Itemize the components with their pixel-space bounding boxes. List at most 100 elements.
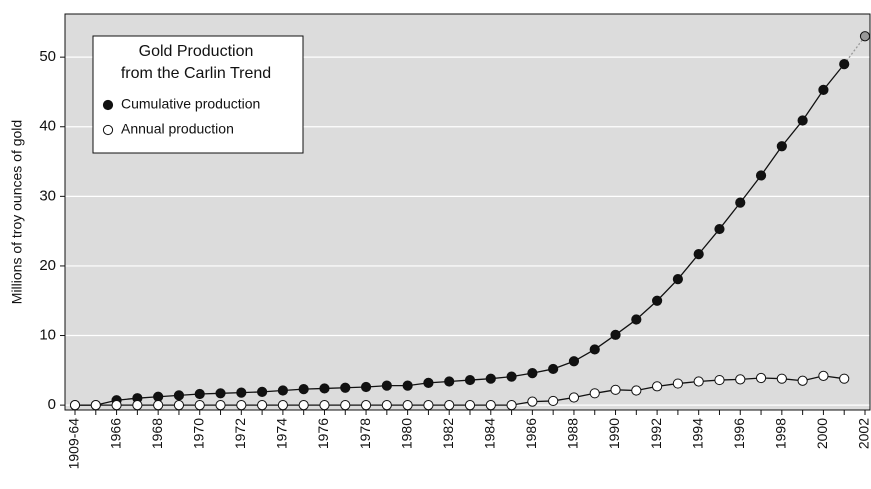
data-point — [776, 373, 787, 384]
data-point — [485, 400, 496, 411]
data-point — [714, 223, 725, 235]
x-tick-label: 1998 — [773, 418, 789, 449]
data-point — [839, 59, 850, 70]
data-point — [610, 329, 621, 340]
legend-title: from the Carlin Trend — [121, 65, 271, 82]
data-point — [257, 386, 268, 398]
data-point — [360, 400, 372, 411]
data-point — [797, 115, 808, 126]
data-point — [506, 371, 517, 382]
x-tick-label: 1972 — [232, 418, 248, 449]
x-tick-label: 1909-64 — [66, 418, 82, 470]
legend-marker — [102, 99, 114, 111]
data-point — [818, 370, 829, 381]
x-tick-label: 1992 — [648, 418, 664, 449]
data-point — [69, 400, 81, 411]
data-point — [506, 400, 517, 411]
x-tick-label: 1996 — [731, 418, 747, 449]
x-tick-label: 1978 — [357, 418, 373, 449]
data-point — [423, 377, 434, 388]
data-point — [776, 141, 787, 152]
legend-label: Annual production — [121, 121, 234, 137]
x-tick-label: 1980 — [398, 418, 414, 449]
data-point — [90, 400, 101, 411]
data-point — [111, 400, 122, 411]
x-tick-label: 1994 — [689, 418, 705, 449]
data-point — [839, 373, 850, 384]
data-point — [631, 385, 642, 396]
data-point — [257, 400, 268, 411]
y-tick-label: 0 — [48, 396, 56, 413]
legend-marker — [102, 124, 114, 136]
data-point — [340, 382, 351, 393]
data-point — [589, 344, 600, 355]
x-tick-label: 1966 — [107, 418, 123, 449]
data-point — [714, 374, 725, 386]
data-point — [610, 384, 621, 395]
data-point — [381, 400, 392, 411]
data-point — [360, 381, 372, 393]
y-tick-label: 20 — [39, 257, 56, 274]
data-point — [859, 31, 871, 42]
data-point — [464, 400, 476, 411]
data-point — [277, 385, 288, 396]
data-point — [319, 400, 330, 411]
data-point — [423, 400, 434, 411]
data-point — [298, 384, 309, 395]
data-point — [797, 375, 808, 386]
data-point — [755, 170, 767, 181]
plot-frame — [64, 13, 871, 411]
data-point — [132, 400, 143, 411]
data-point — [568, 356, 580, 367]
data-point — [631, 314, 642, 325]
data-point — [381, 380, 392, 391]
data-point — [153, 400, 164, 411]
data-point — [277, 400, 288, 411]
x-tick-label: 2000 — [814, 418, 830, 449]
data-point — [693, 249, 704, 260]
legend-title: Gold Production — [139, 43, 254, 60]
legend-box — [92, 35, 304, 154]
x-tick-label: 1976 — [315, 418, 331, 449]
data-point — [173, 390, 185, 401]
x-tick-label: 1970 — [190, 418, 206, 449]
data-point — [755, 372, 767, 384]
x-tick-label: 2002 — [856, 418, 871, 449]
data-point — [652, 295, 663, 306]
data-point — [340, 400, 351, 411]
x-tick-label: 1986 — [523, 418, 539, 449]
data-point — [153, 391, 164, 402]
data-point — [527, 368, 538, 379]
data-point — [672, 378, 683, 389]
data-point — [548, 363, 559, 375]
x-tick-label: 1968 — [149, 418, 165, 449]
data-point — [672, 274, 683, 285]
data-point — [589, 388, 600, 399]
y-tick-label: 50 — [39, 48, 56, 65]
data-point — [215, 400, 226, 411]
data-point — [735, 197, 746, 208]
y-tick-label: 10 — [39, 327, 56, 344]
data-point — [319, 383, 330, 394]
data-point — [298, 400, 309, 411]
data-point — [568, 392, 580, 403]
y-tick-label: 40 — [39, 118, 56, 135]
data-point — [236, 387, 247, 398]
data-point — [818, 84, 829, 95]
data-point — [693, 376, 704, 387]
x-tick-label: 1984 — [481, 418, 497, 449]
projected-line — [843, 35, 866, 65]
x-tick-label: 1982 — [440, 418, 456, 449]
x-tick-label: 1974 — [274, 418, 290, 449]
y-axis-label: Millions of troy ounces of gold — [9, 120, 25, 304]
data-point — [194, 400, 205, 411]
data-point — [485, 373, 496, 384]
data-point — [735, 374, 746, 385]
x-tick-label: 1990 — [606, 418, 622, 449]
data-point — [236, 400, 247, 411]
data-point — [652, 381, 663, 392]
x-tick-label: 1988 — [565, 418, 581, 449]
data-point — [402, 380, 413, 391]
data-point — [464, 374, 476, 386]
